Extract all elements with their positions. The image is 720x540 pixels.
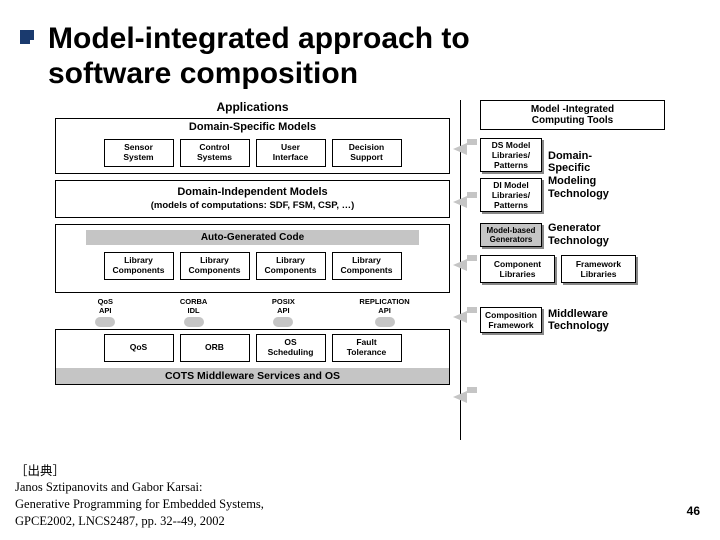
mw-box: ORB — [180, 334, 250, 362]
dsm-boxes: Sensor System Control Systems User Inter… — [56, 135, 449, 173]
lib-box: Library Components — [332, 252, 402, 280]
dsm-box: User Interface — [256, 139, 326, 167]
connector-pill — [184, 317, 204, 327]
framework-lib-box: Framework Libraries — [561, 255, 636, 283]
api-label: REPLICATION API — [359, 297, 409, 315]
mw-box: OS Scheduling — [256, 334, 326, 362]
api-label: QoS API — [98, 297, 113, 315]
mwtech-label: Middleware Technology — [548, 308, 609, 333]
lib-box: Library Components — [256, 252, 326, 280]
arrow-mw — [453, 390, 477, 402]
arrow-dsm — [453, 142, 477, 154]
di-lib-box: DI Model Libraries/ Patterns — [480, 178, 542, 212]
citation: ［出典］ Janos Sztipanovits and Gabor Karsai… — [15, 463, 264, 531]
dsm-box: Decision Support — [332, 139, 402, 167]
citation-line: GPCE2002, LNCS2487, pp. 32--49, 2002 — [15, 513, 264, 530]
autogen-layer: Auto-Generated Code Library Components L… — [55, 224, 450, 293]
page-number: 46 — [687, 504, 700, 518]
citation-source: ［出典］ — [15, 463, 264, 480]
arrow-dim — [453, 195, 477, 207]
api-row: QoS API CORBA IDL POSIX API REPLICATION … — [55, 297, 450, 327]
ds-lib-box: DS Model Libraries/ Patterns — [480, 138, 542, 172]
arrow-lib — [453, 310, 477, 322]
dsmt-group: DS Model Libraries/ Patterns DI Model Li… — [480, 138, 665, 212]
dim-subtitle: (models of computations: SDF, FSM, CSP, … — [56, 200, 449, 211]
api-label: CORBA IDL — [180, 297, 208, 315]
dsm-box: Sensor System — [104, 139, 174, 167]
dsmt-label: Domain- Specific Modeling Technology — [548, 150, 609, 201]
slide-title: Model-integrated approach to software co… — [48, 22, 470, 91]
middleware-layer: QoS ORB OS Scheduling Fault Tolerance CO… — [55, 329, 450, 385]
dim-layer: Domain-Independent Models (models of com… — [55, 180, 450, 218]
lib-boxes: Library Components Library Components Li… — [56, 250, 449, 286]
citation-line: Generative Programming for Embedded Syst… — [15, 496, 264, 513]
mw-box: Fault Tolerance — [332, 334, 402, 362]
autogen-header: Auto-Generated Code — [86, 230, 419, 245]
cots-footer: COTS Middleware Services and OS — [56, 368, 449, 384]
dsm-header: Domain-Specific Models — [56, 119, 449, 135]
dsm-layer: Domain-Specific Models Sensor System Con… — [55, 118, 450, 174]
left-column: Applications Domain-Specific Models Sens… — [55, 100, 450, 385]
connector-pill — [375, 317, 395, 327]
mw-boxes: QoS ORB OS Scheduling Fault Tolerance — [56, 330, 449, 368]
diagram: Applications Domain-Specific Models Sens… — [55, 100, 665, 440]
connector-pill — [95, 317, 115, 327]
lib-box: Library Components — [104, 252, 174, 280]
generators-box: Model-based Generators — [480, 223, 542, 247]
title-bullet — [20, 30, 34, 44]
dsm-box: Control Systems — [180, 139, 250, 167]
lib-box: Library Components — [180, 252, 250, 280]
applications-label: Applications — [55, 100, 450, 114]
composition-fw-box: Composition Framework — [480, 307, 542, 333]
libs-row: Component Libraries Framework Libraries — [480, 255, 665, 283]
dim-header: Domain-Independent Models — [56, 184, 449, 200]
arrow-gen — [453, 258, 477, 270]
connector-pill — [273, 317, 293, 327]
tools-header-box: Model -Integrated Computing Tools — [480, 100, 665, 130]
component-lib-box: Component Libraries — [480, 255, 555, 283]
mw-group: Composition Framework Middleware Technol… — [480, 307, 665, 333]
gen-group: Model-based Generators Generator Technol… — [480, 222, 665, 247]
citation-line: Janos Sztipanovits and Gabor Karsai: — [15, 479, 264, 496]
mw-box: QoS — [104, 334, 174, 362]
api-label: POSIX API — [272, 297, 295, 315]
gentech-label: Generator Technology — [548, 222, 609, 247]
right-column: Model -Integrated Computing Tools DS Mod… — [480, 100, 665, 333]
